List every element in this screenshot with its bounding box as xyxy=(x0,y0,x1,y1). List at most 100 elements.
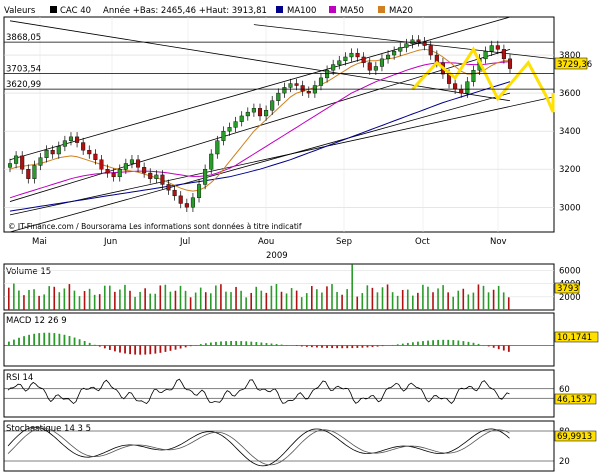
macd-bar xyxy=(412,342,414,346)
macd-bar xyxy=(492,345,495,348)
macd-bar xyxy=(215,341,217,346)
volume-bar xyxy=(225,291,227,310)
volume-bar xyxy=(412,295,414,310)
macd-bar xyxy=(53,333,56,346)
volume-bar xyxy=(38,295,40,310)
volume-bar xyxy=(275,283,278,310)
macd-bar xyxy=(174,345,177,350)
volume-bar xyxy=(144,288,146,310)
y-tick-label: 3000 xyxy=(559,203,581,213)
volume-bar xyxy=(366,285,369,310)
ma50-line xyxy=(9,61,511,199)
macd-bar xyxy=(240,341,243,346)
volume-bar xyxy=(53,286,56,310)
macd-histogram xyxy=(4,332,554,355)
volume-bar xyxy=(154,293,157,310)
macd-bar xyxy=(316,345,318,348)
volume-bar xyxy=(103,285,106,310)
stochastic-lines xyxy=(4,426,554,467)
macd-bar xyxy=(235,340,238,346)
legend-ma50: MA50 xyxy=(340,6,364,16)
volume-bar xyxy=(300,297,303,310)
volume-bar xyxy=(179,285,182,310)
candle-body xyxy=(306,91,311,94)
rsi-path xyxy=(7,378,510,405)
candle-body xyxy=(209,153,214,170)
volume-bar xyxy=(396,295,399,310)
macd-bar xyxy=(103,345,106,349)
volume-bar xyxy=(502,292,505,310)
volume-bar xyxy=(73,290,76,310)
level-label: 3703,54 xyxy=(6,64,41,74)
volume-bar xyxy=(18,290,20,310)
macd-bar xyxy=(88,342,91,346)
volume-bar xyxy=(58,292,61,310)
candle-body xyxy=(93,153,98,160)
volume-bar xyxy=(472,292,475,310)
volume-bar xyxy=(149,293,151,310)
rsi-line xyxy=(4,378,554,405)
volume-bar xyxy=(432,292,434,310)
volume-bar xyxy=(401,289,404,310)
macd-bar xyxy=(119,345,121,353)
macd-bar xyxy=(371,345,374,348)
candle-body xyxy=(136,159,141,168)
volume-bar xyxy=(321,292,323,310)
candle-body xyxy=(38,157,43,166)
month-jun: Jun xyxy=(103,237,117,247)
month-nov: Nov xyxy=(490,237,507,247)
candle-body xyxy=(117,169,122,178)
candle-body xyxy=(471,70,476,82)
volume-bar xyxy=(452,296,454,310)
volume-tick: 6000 xyxy=(559,267,581,277)
macd-current: 10,1741 xyxy=(557,333,592,343)
candle-body xyxy=(75,136,80,143)
candle-body xyxy=(331,64,336,71)
trend-line xyxy=(9,20,511,102)
volume-bar xyxy=(88,288,91,310)
year-label: 2009 xyxy=(266,251,288,261)
macd-title: MACD 12 26 9 xyxy=(6,316,67,326)
rsi-title: RSI 14 xyxy=(6,373,33,383)
volume-bar xyxy=(184,290,187,310)
volume-bar xyxy=(346,289,348,310)
macd-bar xyxy=(356,345,359,348)
volume-bar xyxy=(290,288,293,310)
volume-bar xyxy=(442,285,444,310)
macd-bar xyxy=(477,343,480,346)
volume-bar xyxy=(285,293,288,310)
candle-body xyxy=(325,70,330,79)
stochastic-current: 69,9913 xyxy=(557,432,592,442)
candle-body xyxy=(386,54,391,60)
volume-bar xyxy=(295,290,298,310)
candle-body xyxy=(203,169,208,185)
candle-body xyxy=(178,195,183,204)
candle-body xyxy=(50,149,55,155)
volume-bar xyxy=(124,284,126,310)
candle-body xyxy=(257,108,263,117)
macd-bar xyxy=(8,341,10,346)
macd-bar xyxy=(472,342,475,346)
macd-bar xyxy=(427,340,429,346)
macd-bar xyxy=(401,343,404,346)
volume-bar xyxy=(129,290,131,310)
candle-body xyxy=(215,140,220,155)
candlesticks xyxy=(7,35,513,213)
legend-ma100: MA100 xyxy=(287,6,316,16)
volume-bar xyxy=(139,291,141,310)
volume-bar xyxy=(28,289,30,310)
volume-bar xyxy=(220,284,222,310)
candle-body xyxy=(20,155,25,170)
macd-current-box xyxy=(554,331,599,343)
volume-bar xyxy=(210,293,212,310)
candle-body xyxy=(282,87,287,94)
volume-bar xyxy=(386,284,389,310)
macd-bar xyxy=(114,345,116,352)
candle-body xyxy=(190,197,195,208)
candle-body xyxy=(349,52,354,58)
macd-bar xyxy=(73,337,76,346)
candle-body xyxy=(7,163,13,168)
volume-bar xyxy=(417,292,419,310)
macd-bar xyxy=(78,339,81,346)
macd-bar xyxy=(270,343,273,346)
